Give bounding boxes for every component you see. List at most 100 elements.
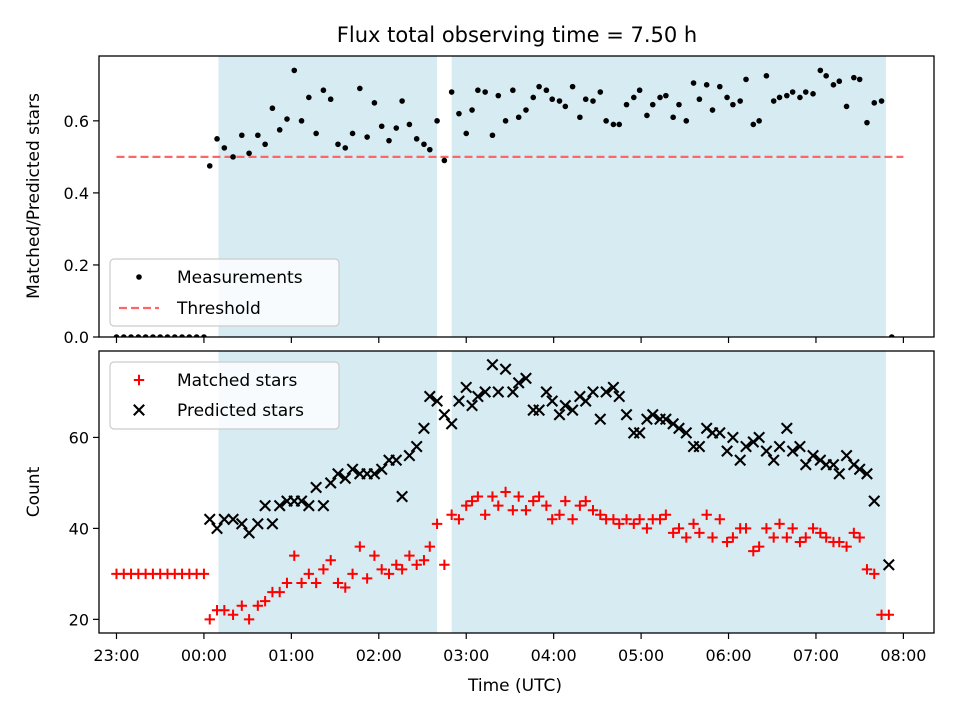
matched-star-point xyxy=(347,568,358,580)
y-tick-label: 0.0 xyxy=(64,328,89,347)
predicted-star-point xyxy=(868,495,881,508)
predicted-star-point xyxy=(251,517,264,530)
measurement-point xyxy=(623,101,630,108)
matched-star-point xyxy=(660,509,672,520)
matched-star-point xyxy=(614,518,625,530)
matched-star-point xyxy=(507,504,519,516)
measurement-point xyxy=(556,98,563,104)
legend-predicted-label: Predicted stars xyxy=(177,401,304,421)
measurement-point xyxy=(750,121,757,128)
measurement-point xyxy=(756,118,762,124)
matched-star-point xyxy=(641,523,653,534)
matched-star-point xyxy=(383,568,395,580)
predicted-star-point xyxy=(295,495,308,508)
measurement-point xyxy=(737,98,743,104)
predicted-star-point xyxy=(566,404,579,417)
measurement-point xyxy=(469,107,475,113)
measurement-point xyxy=(603,118,609,124)
x-tick-label: 00:00 xyxy=(181,646,227,665)
matched-star-point xyxy=(418,555,430,566)
predicted-star-point xyxy=(339,472,352,485)
measurement-point xyxy=(789,89,796,95)
predicted-star-point xyxy=(587,385,599,398)
matched-star-point xyxy=(774,518,785,530)
measurement-point xyxy=(320,87,327,94)
measurement-point xyxy=(475,87,481,94)
predicted-star-point xyxy=(452,395,465,407)
matched-star-point xyxy=(332,577,344,589)
predicted-star-point xyxy=(840,449,853,462)
measurement-point xyxy=(448,89,455,95)
predicted-star-point xyxy=(310,481,323,494)
matched-star-point xyxy=(721,536,733,548)
predicted-star-point xyxy=(713,426,726,439)
measurement-point xyxy=(262,141,268,148)
matched-star-point xyxy=(807,523,819,534)
matched-star-point xyxy=(707,532,718,543)
measurement-point xyxy=(776,94,783,101)
measurement-point xyxy=(150,334,156,337)
predicted-star-point xyxy=(332,467,344,480)
predicted-star-point xyxy=(375,463,388,476)
predicted-star-point xyxy=(673,422,685,435)
predicted-star-point xyxy=(445,417,458,430)
matched-star-point xyxy=(574,500,586,511)
measurement-point xyxy=(128,334,134,337)
predicted-star-point xyxy=(203,513,216,526)
measurement-point xyxy=(515,114,522,121)
matched-star-point xyxy=(787,523,798,534)
measurement-point xyxy=(393,125,400,131)
measurement-point xyxy=(549,96,556,103)
predicted-star-point xyxy=(799,458,812,471)
measurement-point xyxy=(434,118,440,124)
shaded-interval xyxy=(451,56,886,337)
matched-star-point xyxy=(560,495,571,507)
matched-star-point xyxy=(500,486,511,498)
matched-star-point xyxy=(259,595,271,607)
measurement-point xyxy=(577,114,583,121)
matched-star-point xyxy=(204,614,215,625)
predicted-star-point xyxy=(726,431,739,444)
legend-matched-marker xyxy=(133,374,145,386)
predicted-star-point xyxy=(423,390,436,403)
y-tick-label: 40 xyxy=(69,519,89,538)
predicted-star-point xyxy=(211,522,223,535)
measurement-point xyxy=(298,118,305,124)
measurement-point xyxy=(644,112,650,119)
matched-star-point xyxy=(361,573,373,584)
predicted-star-point xyxy=(780,422,793,435)
matched-star-point xyxy=(714,514,725,525)
matched-star-point xyxy=(479,509,491,520)
x-tick-label: 05:00 xyxy=(618,646,664,665)
measurement-point xyxy=(523,107,529,113)
measurement-point xyxy=(335,141,341,148)
predicted-star-point xyxy=(466,399,478,412)
matched-star-point xyxy=(493,500,504,511)
matched-star-point xyxy=(318,564,329,575)
measurement-point xyxy=(836,78,843,85)
predicted-star-point xyxy=(600,385,613,398)
legend-predicted-marker xyxy=(133,404,145,416)
measurement-point xyxy=(399,98,405,104)
legend-measurements-marker xyxy=(136,274,142,280)
x-tick-label: 06:00 xyxy=(705,646,751,665)
matched-star-point xyxy=(848,527,860,539)
measurement-point xyxy=(888,334,895,337)
matched-star-point xyxy=(198,568,210,580)
predicted-star-point xyxy=(613,390,626,403)
measurement-point xyxy=(349,130,356,137)
measurement-point xyxy=(657,94,663,101)
measurement-point xyxy=(269,105,276,112)
matched-star-point xyxy=(472,491,484,502)
predicted-star-point xyxy=(533,404,546,417)
measurement-point xyxy=(246,150,252,157)
predicted-star-point xyxy=(431,395,444,407)
measurement-point xyxy=(716,83,723,90)
matched-star-point xyxy=(547,514,558,525)
matched-star-point xyxy=(404,550,415,561)
matched-star-point xyxy=(841,541,852,552)
measurement-point xyxy=(676,101,682,108)
matched-star-point xyxy=(354,541,366,552)
matched-star-point xyxy=(694,527,705,539)
